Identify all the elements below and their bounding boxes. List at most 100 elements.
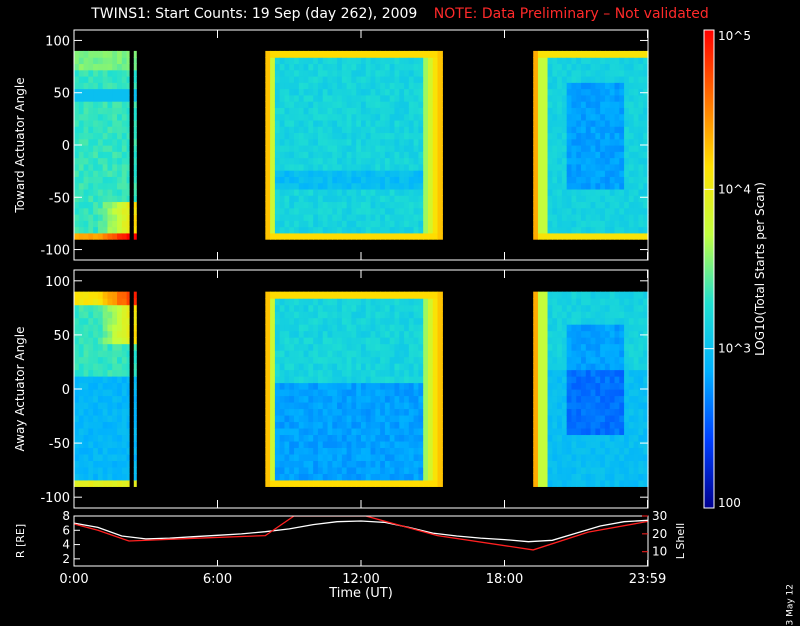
heatmap-cell [294, 94, 300, 102]
heatmap-cell [628, 291, 635, 299]
heatmap-cell [389, 76, 396, 83]
heatmap-cell [595, 376, 601, 384]
heatmap-cell [418, 232, 424, 240]
heatmap-cell [298, 389, 305, 397]
heatmap-cell [313, 107, 319, 115]
heatmap-cell [384, 126, 391, 134]
heatmap-cell [279, 151, 286, 159]
heatmap-cell [609, 369, 616, 377]
heatmap-cell [294, 126, 300, 134]
heatmap-cell [88, 182, 94, 190]
heatmap-cell [121, 337, 128, 345]
heatmap-cell [341, 401, 348, 410]
heatmap-cell [361, 207, 367, 215]
heatmap-cell [88, 63, 94, 71]
heatmap-cell [547, 414, 553, 423]
heatmap-cell [557, 119, 563, 127]
heatmap-cell [83, 63, 89, 71]
heatmap-cell [112, 479, 118, 487]
heatmap-cell [643, 427, 649, 436]
heatmap-cell [437, 421, 443, 429]
heatmap-cell [279, 337, 286, 345]
heatmap-cell [609, 453, 616, 461]
heatmap-cell [289, 343, 295, 351]
heatmap-cell [585, 201, 592, 209]
heatmap-cell [322, 363, 329, 371]
heatmap-cell [370, 421, 376, 429]
heatmap-cell [404, 119, 410, 127]
heatmap-cell [384, 69, 391, 77]
heatmap-cell [542, 157, 549, 165]
heatmap-cell [542, 63, 549, 71]
heatmap-cell [289, 145, 295, 152]
heatmap-cell [341, 195, 348, 203]
heatmap-cell [126, 395, 130, 403]
heatmap-cell [279, 101, 286, 108]
heatmap-cell [633, 76, 640, 83]
heatmap-cell [294, 304, 300, 312]
heatmap-cell [317, 401, 324, 410]
heatmap-cell [614, 82, 620, 90]
heatmap-cell [399, 220, 405, 228]
heatmap-cell [270, 94, 276, 102]
heatmap-cell [346, 304, 353, 312]
heatmap-cell [614, 50, 620, 58]
heatmap-cell [619, 395, 625, 403]
heatmap-cell [542, 291, 549, 299]
heatmap-cell [351, 363, 357, 371]
heatmap-cell [624, 119, 630, 127]
heatmap-cell [322, 382, 329, 390]
heatmap-cell [633, 145, 640, 152]
heatmap-cell [547, 311, 553, 319]
heatmap-cell [375, 343, 381, 351]
heatmap-cell [74, 369, 80, 377]
heatmap-cell [97, 107, 104, 115]
heatmap-cell [643, 343, 649, 351]
heatmap-cell [404, 101, 410, 108]
heatmap-cell [375, 138, 381, 146]
heatmap-cell [628, 376, 635, 384]
heatmap-cell [389, 356, 396, 364]
heatmap-cell [423, 176, 429, 184]
heatmap-cell [590, 132, 596, 140]
heatmap-cell [561, 350, 568, 358]
heatmap-cell [107, 369, 113, 377]
heatmap-cell [112, 176, 118, 184]
heatmap-cell [404, 460, 410, 468]
heatmap-cell [121, 460, 128, 468]
heatmap-cell [557, 453, 563, 461]
heatmap-cell [117, 132, 123, 140]
heatmap-cell [600, 460, 606, 468]
heatmap-cell [303, 201, 309, 209]
heatmap-cell [93, 382, 99, 390]
heatmap-cell [313, 479, 319, 487]
heatmap-cell [614, 151, 620, 159]
heatmap-cell [365, 101, 372, 108]
heatmap-cell [380, 163, 386, 171]
heatmap-cell [303, 337, 309, 345]
heatmap-cell [619, 76, 625, 83]
heatmap-cell [384, 88, 391, 96]
heatmap-cell [313, 57, 319, 65]
heatmap-cell [365, 311, 372, 319]
heatmap-cell [327, 82, 333, 90]
heatmap-cell [341, 369, 348, 377]
heatmap-cell [380, 88, 386, 96]
heatmap-cell [97, 157, 104, 165]
heatmap-cell [566, 401, 573, 410]
heatmap-cell [432, 226, 439, 234]
heatmap-cell [585, 176, 592, 184]
heatmap-cell [643, 395, 649, 403]
heatmap-cell [643, 369, 649, 377]
heatmap-cell [93, 188, 99, 196]
heatmap-cell [427, 226, 434, 234]
heatmap-cell [638, 138, 644, 146]
heatmap-cell [590, 401, 596, 410]
heatmap-cell [633, 434, 640, 442]
heatmap-cell [274, 291, 281, 299]
heatmap-cell [394, 395, 400, 403]
heatmap-cell [303, 195, 309, 203]
heatmap-cell [581, 311, 587, 319]
heatmap-cell [356, 170, 362, 177]
heatmap-cell [121, 113, 128, 121]
